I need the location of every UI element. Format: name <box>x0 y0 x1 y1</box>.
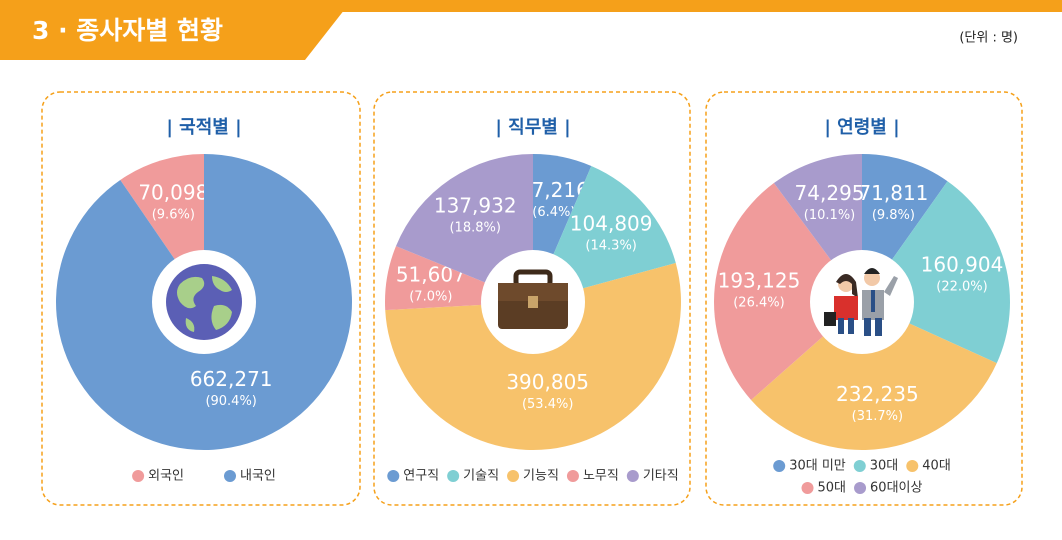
legend-swatch <box>801 482 814 494</box>
icons <box>166 264 898 340</box>
pie-slice <box>714 183 862 400</box>
pie-slice <box>751 302 997 451</box>
legend-swatch <box>773 460 786 472</box>
value-label: 662,271 <box>190 367 273 391</box>
chart-title: | 연령별 | <box>824 117 899 138</box>
value-label: 104,809 <box>570 211 653 235</box>
percent-label: (90.4%) <box>205 394 256 409</box>
legend-label: 기타직 <box>643 469 679 484</box>
value-label: 74,295 <box>795 181 865 205</box>
legend-label: 60대이상 <box>870 481 922 496</box>
percent-label: (22.0%) <box>936 279 987 294</box>
legend-label: 기능직 <box>523 469 559 484</box>
legend-label: 40대 <box>922 459 951 474</box>
value-label: 193,125 <box>718 269 801 293</box>
legend-swatch <box>507 470 520 482</box>
legend-swatch <box>132 470 145 482</box>
legend-label: 노무직 <box>583 469 619 484</box>
percent-label: (9.6%) <box>152 208 195 223</box>
legend-swatch <box>447 470 460 482</box>
pie-slice <box>385 263 681 451</box>
legend-swatch <box>224 470 236 482</box>
percent-label: (7.0%) <box>409 289 452 304</box>
legend-label: 기술직 <box>463 469 499 484</box>
earth-icon <box>166 264 242 340</box>
legend-swatch <box>854 482 867 494</box>
page-title: 3 · 종사자별 현황 <box>32 16 223 45</box>
legend-label: 30대 <box>870 459 899 474</box>
header-tab <box>0 0 352 60</box>
value-label: 137,932 <box>434 194 517 218</box>
unit-label: (단위 : 명) <box>959 31 1018 46</box>
panel <box>705 91 1023 506</box>
percent-label: (6.4%) <box>532 205 575 220</box>
legend-swatch <box>387 470 400 482</box>
briefcase-icon <box>498 269 568 329</box>
value-label: 232,235 <box>836 382 919 406</box>
chart-title: | 국적별 | <box>166 117 241 138</box>
panel <box>373 91 691 506</box>
legend-label: 외국인 <box>148 469 184 484</box>
value-label: 390,805 <box>506 370 589 394</box>
legend-label: 30대 미만 <box>789 459 846 474</box>
legend-label: 50대 <box>818 481 847 496</box>
percent-label: (14.3%) <box>585 238 636 253</box>
percent-label: (10.1%) <box>804 208 855 223</box>
value-label: 160,904 <box>921 252 1004 276</box>
people-icon <box>824 268 898 336</box>
value-label: 71,811 <box>858 181 928 205</box>
percent-label: (26.4%) <box>733 296 784 311</box>
percent-label: (18.8%) <box>449 221 500 236</box>
percent-label: (9.8%) <box>872 208 915 223</box>
percent-label: (31.7%) <box>852 409 903 424</box>
percent-label: (53.4%) <box>522 397 573 412</box>
legend-swatch <box>566 470 579 482</box>
panel <box>41 91 361 506</box>
legend-label: 연구직 <box>403 469 439 484</box>
value-label: 70,098 <box>138 181 208 205</box>
legend-swatch <box>626 470 639 482</box>
legend-label: 내국인 <box>240 469 276 484</box>
legend-swatch <box>853 460 866 472</box>
chart-title: | 직무별 | <box>495 117 570 138</box>
legend-swatch <box>906 460 919 472</box>
